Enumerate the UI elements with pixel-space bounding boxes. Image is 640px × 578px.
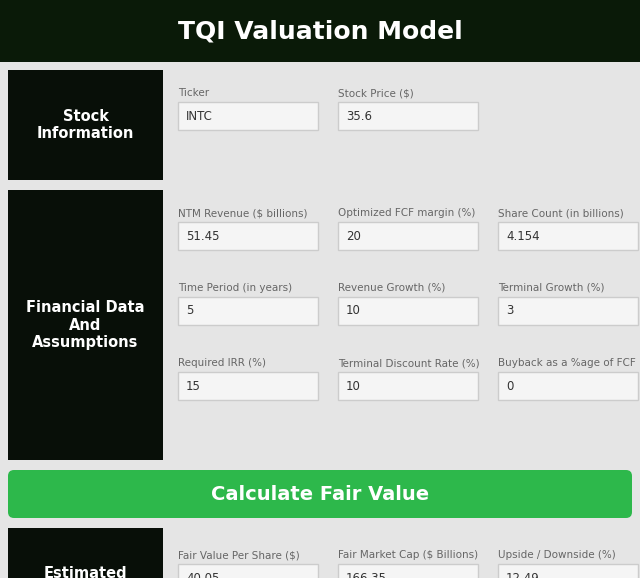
Text: 166.35: 166.35: [346, 572, 387, 578]
Text: INTC: INTC: [186, 109, 213, 123]
Bar: [8, 528, 163, 578]
Bar: [8, 70, 632, 180]
Bar: [338, 372, 478, 400]
Text: Fair Market Cap ($ Billions): Fair Market Cap ($ Billions): [338, 550, 478, 560]
Bar: [8, 190, 163, 460]
Bar: [498, 222, 638, 250]
Text: Required IRR (%): Required IRR (%): [178, 358, 266, 368]
Text: Calculate Fair Value: Calculate Fair Value: [211, 484, 429, 503]
Bar: [178, 372, 318, 400]
Bar: [8, 190, 632, 460]
Text: 12.49: 12.49: [506, 572, 540, 578]
Bar: [178, 564, 318, 578]
Bar: [8, 70, 163, 180]
Text: Time Period (in years): Time Period (in years): [178, 283, 292, 293]
Text: Ticker: Ticker: [178, 88, 209, 98]
Text: 4.154: 4.154: [506, 229, 540, 243]
Bar: [178, 102, 318, 130]
Text: Fair Value Per Share ($): Fair Value Per Share ($): [178, 550, 300, 560]
Bar: [338, 222, 478, 250]
Text: 10: 10: [346, 305, 361, 317]
Text: 0: 0: [506, 380, 513, 392]
Text: Stock Price ($): Stock Price ($): [338, 88, 413, 98]
Text: 10: 10: [346, 380, 361, 392]
Bar: [498, 297, 638, 325]
Bar: [338, 297, 478, 325]
Text: Optimized FCF margin (%): Optimized FCF margin (%): [338, 208, 476, 218]
Bar: [178, 222, 318, 250]
Text: Upside / Downside (%): Upside / Downside (%): [498, 550, 616, 560]
Text: 15: 15: [186, 380, 201, 392]
Bar: [8, 528, 632, 578]
Bar: [0, 0, 640, 62]
Text: 40.05: 40.05: [186, 572, 220, 578]
Text: 5: 5: [186, 305, 193, 317]
Bar: [498, 372, 638, 400]
Text: TQI Valuation Model: TQI Valuation Model: [178, 19, 462, 43]
Text: Revenue Growth (%): Revenue Growth (%): [338, 283, 445, 293]
Text: Stock
Information: Stock Information: [37, 109, 134, 141]
Text: Share Count (in billions): Share Count (in billions): [498, 208, 624, 218]
Text: 35.6: 35.6: [346, 109, 372, 123]
Bar: [338, 102, 478, 130]
Bar: [338, 564, 478, 578]
Text: Buyback as a %age of FCF: Buyback as a %age of FCF: [498, 358, 636, 368]
Text: 3: 3: [506, 305, 513, 317]
Text: Financial Data
And
Assumptions: Financial Data And Assumptions: [26, 300, 145, 350]
Text: 20: 20: [346, 229, 361, 243]
FancyBboxPatch shape: [8, 470, 632, 518]
Text: 51.45: 51.45: [186, 229, 220, 243]
Text: Estimated
Fair Value: Estimated Fair Value: [44, 566, 127, 578]
Text: NTM Revenue ($ billions): NTM Revenue ($ billions): [178, 208, 307, 218]
Bar: [178, 297, 318, 325]
Text: Terminal Growth (%): Terminal Growth (%): [498, 283, 605, 293]
Bar: [498, 564, 638, 578]
Text: Terminal Discount Rate (%): Terminal Discount Rate (%): [338, 358, 479, 368]
